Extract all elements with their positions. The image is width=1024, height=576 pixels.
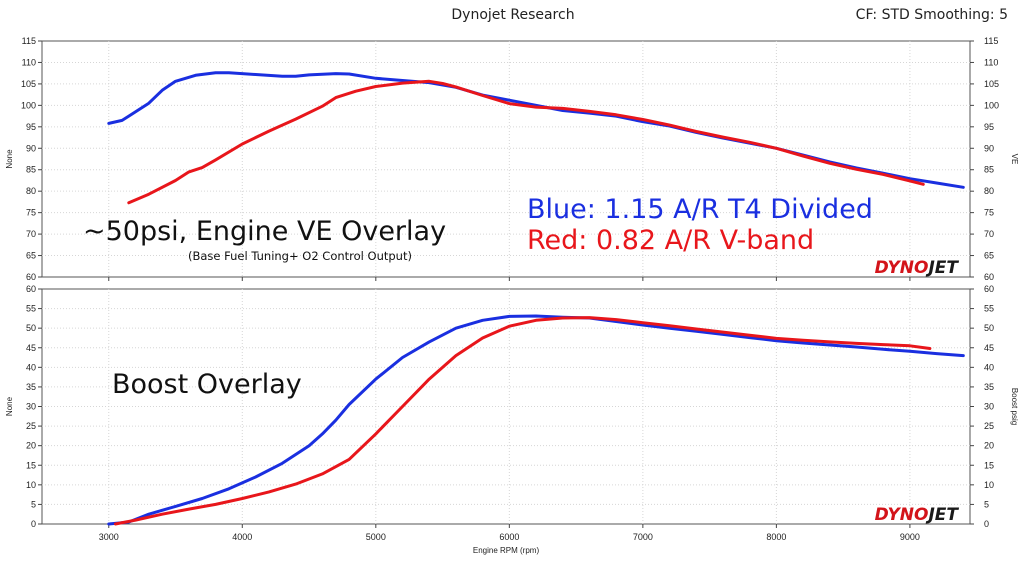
y-tick-label-right: 35: [984, 382, 994, 392]
y-tick-label-right: 5: [984, 499, 989, 509]
y-tick-label-right: 15: [984, 460, 994, 470]
x-tick-label: 7000: [633, 532, 653, 542]
y-tick-label-right: 90: [984, 143, 994, 153]
legend-entry: Red: 0.82 A/R V-band: [527, 225, 814, 256]
y-tick-label-left: 40: [26, 362, 36, 372]
dynojet-logo: DYNOJET: [875, 258, 960, 278]
y-tick-label-right: 105: [984, 79, 999, 89]
right-axis-label: Boost psig: [1010, 388, 1019, 425]
x-axis-label: Engine RPM (rpm): [473, 546, 540, 555]
y-tick-label-left: 75: [26, 208, 36, 218]
y-tick-label-right: 70: [984, 229, 994, 239]
y-tick-label-left: 105: [21, 79, 36, 89]
y-tick-label-right: 25: [984, 421, 994, 431]
y-tick-label-left: 70: [26, 229, 36, 239]
y-tick-label-left: 25: [26, 421, 36, 431]
legend-entry: Blue: 1.15 A/R T4 Divided: [527, 194, 873, 225]
y-tick-label-left: 45: [26, 343, 36, 353]
y-tick-label-left: 10: [26, 480, 36, 490]
y-tick-label-left: 65: [26, 251, 36, 261]
y-tick-label-right: 95: [984, 122, 994, 132]
y-tick-label-right: 50: [984, 323, 994, 333]
y-tick-label-right: 65: [984, 251, 994, 261]
y-tick-label-right: 115: [984, 36, 998, 46]
y-tick-label-right: 10: [984, 480, 994, 490]
header-cf-smoothing: CF: STD Smoothing: 5: [856, 7, 1008, 23]
x-tick-label: 6000: [499, 532, 519, 542]
x-tick-label: 8000: [766, 532, 786, 542]
header-title: Dynojet Research: [451, 7, 574, 23]
series-line-red: [113, 316, 932, 526]
ve-overlay-annotation: ~50psi, Engine VE Overlay: [83, 216, 446, 247]
y-tick-label-left: 0: [31, 519, 36, 529]
y-tick-label-right: 80: [984, 186, 994, 196]
left-axis-label: None: [5, 396, 14, 416]
series-line-blue: [107, 314, 965, 526]
boost-overlay-annotation: Boost Overlay: [112, 369, 302, 400]
y-tick-label-right: 40: [984, 362, 994, 372]
y-tick-label-left: 5: [31, 499, 36, 509]
y-tick-label-left: 115: [22, 36, 36, 46]
y-tick-label-left: 35: [26, 382, 36, 392]
y-tick-label-right: 75: [984, 208, 994, 218]
series-line-red: [127, 79, 925, 205]
y-tick-label-left: 60: [26, 284, 36, 294]
y-tick-label-right: 85: [984, 165, 994, 175]
dynojet-logo: DYNOJET: [875, 505, 960, 525]
y-tick-label-left: 60: [26, 272, 36, 282]
y-tick-label-right: 30: [984, 402, 994, 412]
x-tick-label: 5000: [366, 532, 386, 542]
y-tick-label-left: 50: [26, 323, 36, 333]
y-tick-label-right: 60: [984, 284, 994, 294]
y-tick-label-left: 55: [26, 304, 36, 314]
right-axis-label: VE: [1010, 154, 1019, 165]
y-tick-label-right: 55: [984, 304, 994, 314]
x-tick-label: 3000: [99, 532, 119, 542]
y-tick-label-right: 45: [984, 343, 994, 353]
y-tick-label-right: 20: [984, 441, 994, 451]
x-tick-label: 9000: [900, 532, 920, 542]
x-tick-label: 4000: [232, 532, 252, 542]
left-axis-label: None: [5, 149, 14, 169]
y-tick-label-left: 15: [26, 460, 36, 470]
y-tick-label-left: 30: [26, 402, 36, 412]
y-tick-label-left: 20: [26, 441, 36, 451]
y-tick-label-left: 85: [26, 165, 36, 175]
y-tick-label-left: 95: [26, 122, 36, 132]
y-tick-label-right: 60: [984, 272, 994, 282]
y-tick-label-left: 100: [21, 100, 36, 110]
y-tick-label-left: 80: [26, 186, 36, 196]
y-tick-label-left: 110: [22, 57, 36, 67]
y-tick-label-right: 100: [984, 100, 999, 110]
y-tick-label-right: 110: [984, 57, 998, 67]
y-tick-label-right: 0: [984, 519, 989, 529]
y-tick-label-left: 90: [26, 143, 36, 153]
plot-area-1: [41, 288, 971, 525]
ve-overlay-subnote: (Base Fuel Tuning+ O2 Control Output): [188, 249, 412, 263]
